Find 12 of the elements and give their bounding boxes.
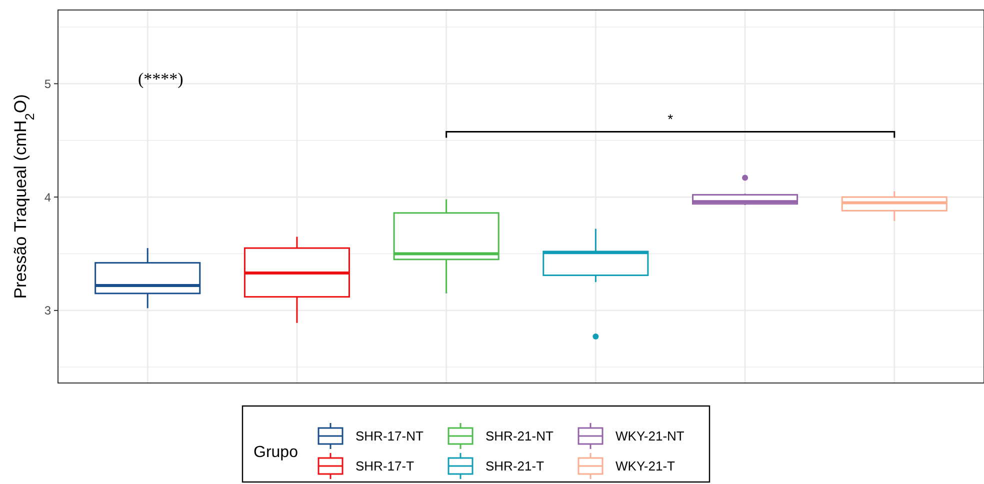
legend-label: WKY-21-T [616, 458, 676, 474]
y-tick-label: 5 [44, 76, 52, 91]
y-tick-label: 4 [44, 190, 52, 204]
annotation: (****) [138, 70, 184, 89]
y-tick-label: 3 [44, 304, 52, 318]
legend-label: SHR-17-NT [356, 428, 424, 444]
legend-label: SHR-21-NT [486, 428, 554, 444]
annotation: * [668, 110, 674, 127]
legend-label: WKY-21-NT [616, 428, 684, 444]
legend-label: SHR-17-T [356, 458, 414, 474]
legend-label: SHR-21-T [486, 458, 544, 474]
legend-title: Grupo [254, 444, 298, 461]
